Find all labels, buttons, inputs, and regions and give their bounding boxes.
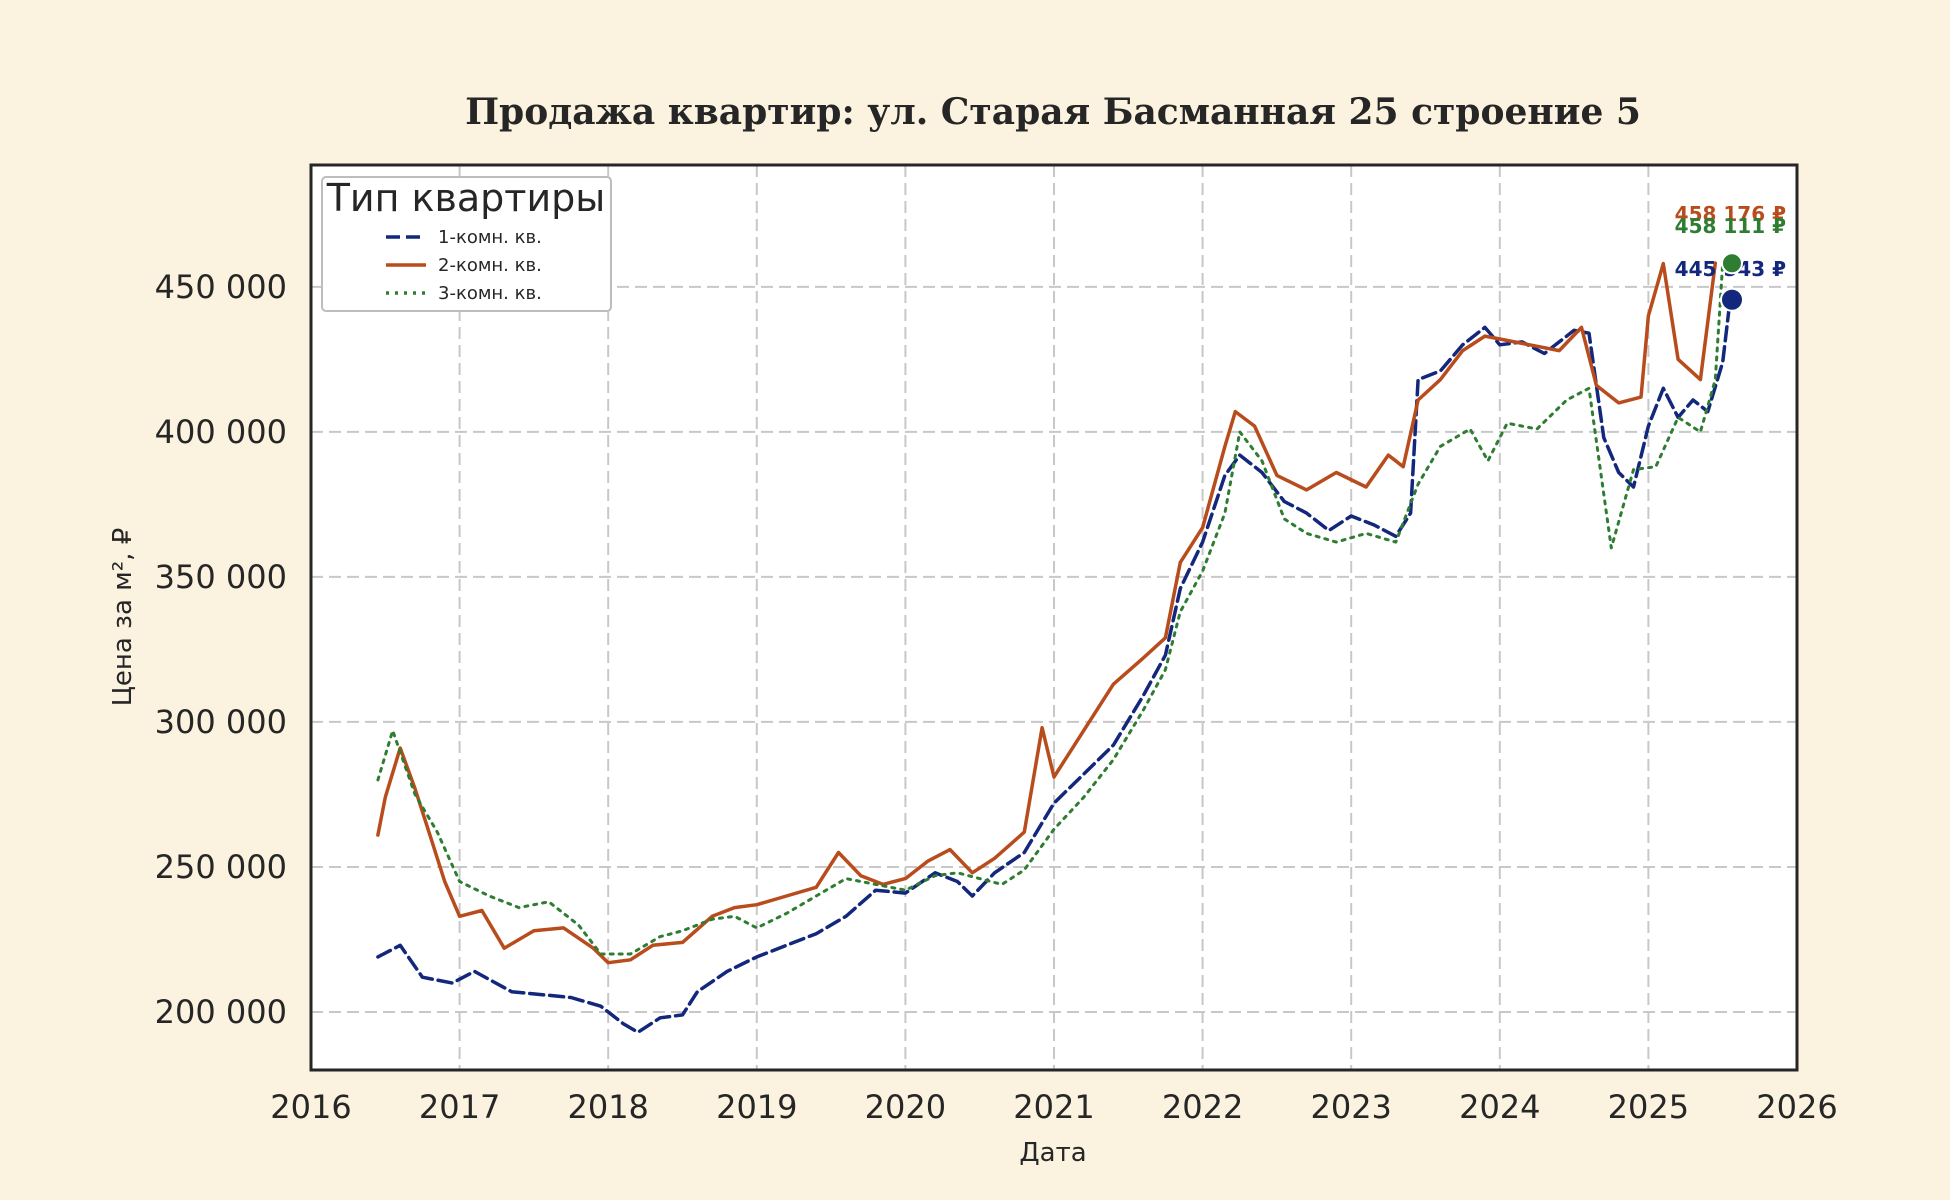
y-tick-label: 250 000	[155, 848, 287, 886]
x-axis-ticks: 2016 2017 2018 2019 2020 2021 2022 2023 2024 2025…	[270, 1088, 1837, 1126]
series-line-3	[376, 261, 1725, 956]
series-layer	[376, 261, 1732, 1035]
legend-label-3: 3-комн. кв.	[438, 283, 542, 304]
end-marker-1	[1720, 287, 1744, 312]
y-axis-label: Цена за м², ₽	[108, 528, 138, 707]
series-line-2	[376, 261, 1718, 965]
x-tick-label: 2025	[1608, 1088, 1689, 1126]
legend-label-2: 2-комн. кв.	[438, 255, 542, 276]
y-tick-label: 350 000	[155, 558, 287, 596]
y-tick-label: 200 000	[155, 993, 287, 1031]
end-value-label-2: 458 176 ₽	[1675, 202, 1786, 226]
y-tick-label: 450 000	[155, 268, 287, 306]
end-marker-3	[1721, 252, 1743, 275]
end-value-label-3: 458 111 ₽	[1675, 214, 1786, 238]
end-markers: 445 543 ₽458 176 ₽458 111 ₽	[1675, 202, 1786, 312]
legend-title: Тип квартиры	[326, 176, 606, 220]
x-tick-label: 2026	[1756, 1088, 1837, 1126]
x-tick-label: 2017	[419, 1088, 500, 1126]
plot-frame	[309, 163, 1799, 1072]
x-tick-label: 2016	[270, 1088, 351, 1126]
x-tick-label: 2021	[1013, 1088, 1094, 1126]
x-tick-label: 2020	[865, 1088, 946, 1126]
legend-box	[321, 176, 612, 312]
x-tick-label: 2019	[716, 1088, 797, 1126]
x-tick-label: 2022	[1162, 1088, 1243, 1126]
chart-title: Продажа квартир: ул. Старая Басманная 25…	[465, 91, 1641, 133]
x-tick-label: 2023	[1310, 1088, 1391, 1126]
x-axis-label: Дата	[1019, 1138, 1086, 1168]
x-tick-label: 2024	[1459, 1088, 1540, 1126]
y-tick-label: 300 000	[155, 703, 287, 741]
series-line-1	[376, 298, 1732, 1035]
y-axis-ticks: 200 000 250 000 300 000 350 000 400 000 450 0…	[155, 268, 287, 1031]
x-tick-label: 2018	[567, 1088, 648, 1126]
y-tick-label: 400 000	[155, 413, 287, 451]
legend-label-1: 1-комн. кв.	[438, 227, 542, 248]
legend: Тип квартиры 1-комн. кв. 2-комн. кв. 3-ком…	[321, 176, 612, 312]
plot-area: 445 543 ₽458 176 ₽458 111 ₽	[309, 163, 1799, 1072]
